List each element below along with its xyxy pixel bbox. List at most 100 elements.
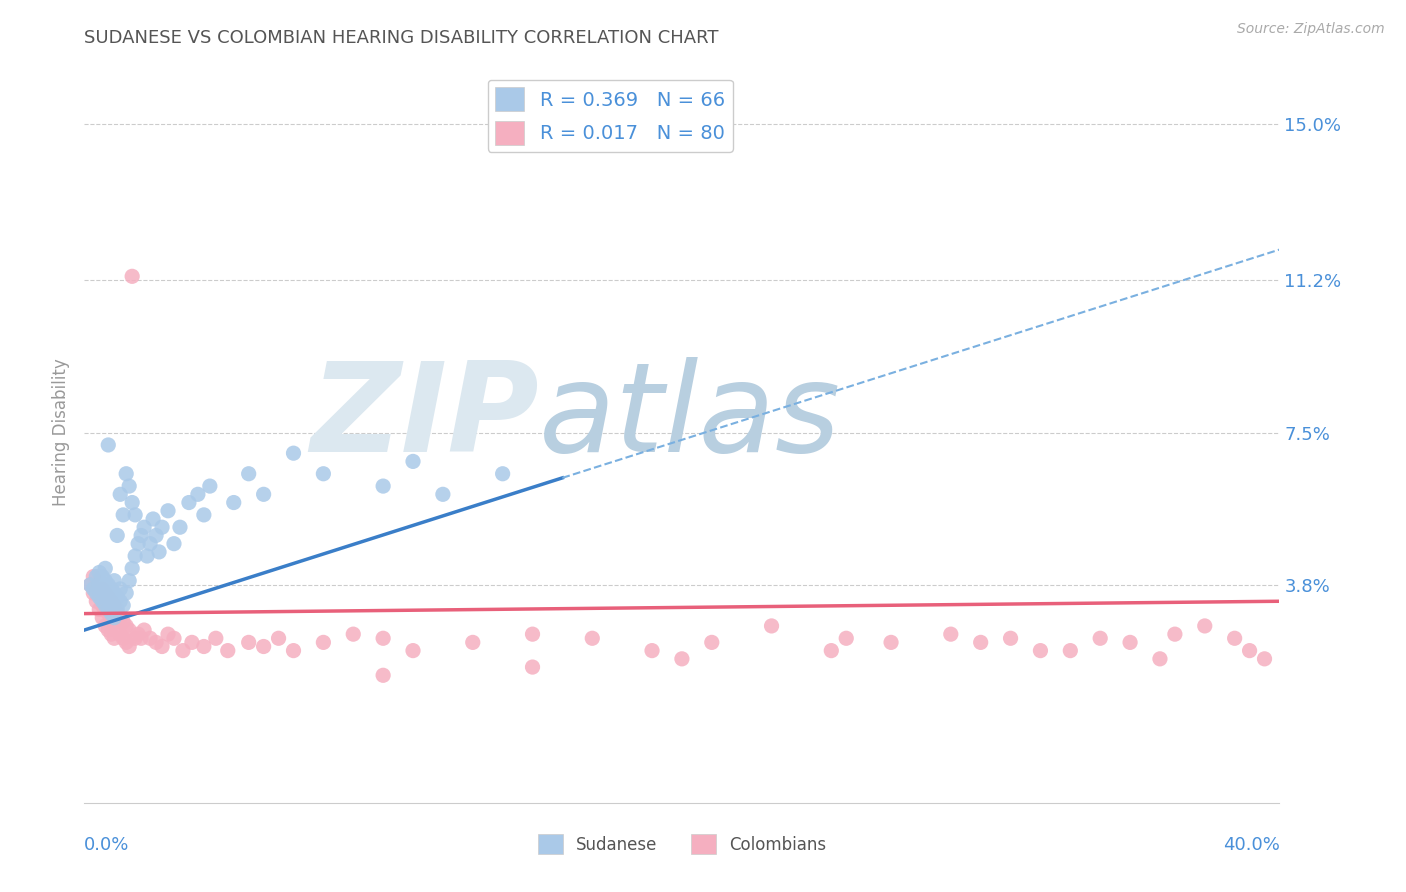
Point bbox=[97, 590, 120, 604]
Text: atlas: atlas bbox=[538, 358, 841, 478]
Point bbox=[700, 635, 723, 649]
Point bbox=[1090, 632, 1112, 646]
Point bbox=[118, 479, 141, 493]
Point bbox=[492, 467, 515, 481]
Point bbox=[169, 520, 191, 534]
Point bbox=[970, 635, 993, 649]
Point bbox=[1119, 635, 1142, 649]
Point bbox=[110, 594, 132, 608]
Point bbox=[939, 627, 962, 641]
Point bbox=[1149, 652, 1171, 666]
Point bbox=[145, 635, 167, 649]
Point bbox=[94, 586, 117, 600]
Point bbox=[139, 536, 162, 550]
Point bbox=[100, 627, 122, 641]
Point bbox=[124, 632, 146, 646]
Point bbox=[110, 582, 132, 596]
Point bbox=[97, 590, 120, 604]
Point bbox=[110, 627, 132, 641]
Y-axis label: Hearing Disability: Hearing Disability bbox=[52, 359, 70, 507]
Point bbox=[89, 586, 111, 600]
Point bbox=[671, 652, 693, 666]
Point bbox=[142, 512, 165, 526]
Point bbox=[181, 635, 204, 649]
Point bbox=[205, 632, 228, 646]
Point bbox=[1029, 643, 1052, 657]
Point bbox=[94, 574, 117, 588]
Point bbox=[86, 569, 108, 583]
Point bbox=[127, 627, 149, 641]
Point bbox=[193, 640, 215, 654]
Point bbox=[97, 607, 120, 621]
Point bbox=[880, 635, 903, 649]
Point bbox=[373, 479, 395, 493]
Point bbox=[835, 632, 858, 646]
Point bbox=[121, 561, 143, 575]
Point bbox=[97, 623, 120, 637]
Point bbox=[115, 619, 138, 633]
Point bbox=[373, 632, 395, 646]
Point bbox=[145, 528, 167, 542]
Point bbox=[238, 635, 260, 649]
Point bbox=[217, 643, 239, 657]
Point bbox=[110, 611, 132, 625]
Point bbox=[94, 561, 117, 575]
Point bbox=[79, 578, 101, 592]
Point bbox=[238, 467, 260, 481]
Point bbox=[129, 632, 152, 646]
Point bbox=[89, 566, 111, 580]
Point bbox=[1059, 643, 1081, 657]
Point bbox=[1239, 643, 1261, 657]
Point bbox=[402, 454, 425, 468]
Point bbox=[112, 508, 135, 522]
Point bbox=[177, 495, 200, 509]
Point bbox=[187, 487, 209, 501]
Point bbox=[79, 578, 101, 592]
Point bbox=[91, 594, 114, 608]
Point bbox=[103, 632, 125, 646]
Text: ZIP: ZIP bbox=[309, 358, 538, 478]
Point bbox=[100, 594, 122, 608]
Point bbox=[94, 619, 117, 633]
Point bbox=[157, 627, 180, 641]
Point bbox=[253, 640, 276, 654]
Point bbox=[432, 487, 454, 501]
Point bbox=[82, 569, 104, 583]
Point bbox=[172, 643, 194, 657]
Point bbox=[97, 602, 120, 616]
Point bbox=[105, 607, 128, 621]
Point bbox=[522, 660, 544, 674]
Point bbox=[150, 520, 173, 534]
Text: SUDANESE VS COLOMBIAN HEARING DISABILITY CORRELATION CHART: SUDANESE VS COLOMBIAN HEARING DISABILITY… bbox=[84, 29, 718, 47]
Point bbox=[103, 599, 125, 613]
Point bbox=[86, 582, 108, 596]
Point bbox=[105, 602, 128, 616]
Point bbox=[820, 643, 842, 657]
Point bbox=[89, 602, 111, 616]
Point bbox=[127, 536, 149, 550]
Point bbox=[105, 623, 128, 637]
Point bbox=[522, 627, 544, 641]
Point bbox=[89, 578, 111, 592]
Point bbox=[103, 574, 125, 588]
Point bbox=[1223, 632, 1246, 646]
Point bbox=[89, 590, 111, 604]
Point bbox=[105, 590, 128, 604]
Point bbox=[198, 479, 221, 493]
Point bbox=[121, 269, 143, 284]
Text: 40.0%: 40.0% bbox=[1223, 836, 1279, 855]
Point bbox=[342, 627, 364, 641]
Point bbox=[103, 615, 125, 629]
Point bbox=[253, 487, 276, 501]
Point bbox=[105, 528, 128, 542]
Point bbox=[94, 586, 117, 600]
Point bbox=[761, 619, 783, 633]
Point bbox=[150, 640, 173, 654]
Point bbox=[91, 582, 114, 596]
Point bbox=[193, 508, 215, 522]
Point bbox=[641, 643, 664, 657]
Point bbox=[103, 611, 125, 625]
Point bbox=[112, 632, 135, 646]
Point bbox=[461, 635, 484, 649]
Point bbox=[124, 549, 146, 563]
